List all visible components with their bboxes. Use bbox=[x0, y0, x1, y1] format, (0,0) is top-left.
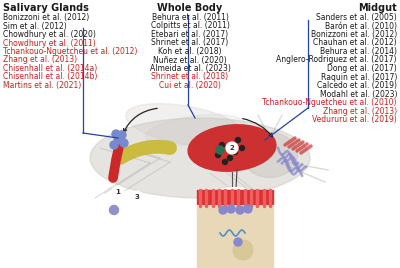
Text: Salivary Glands: Salivary Glands bbox=[3, 3, 89, 13]
Circle shape bbox=[110, 206, 118, 214]
Text: Dong et al. (2017): Dong et al. (2017) bbox=[327, 64, 397, 73]
Circle shape bbox=[232, 150, 238, 154]
Circle shape bbox=[216, 146, 224, 154]
Circle shape bbox=[195, 188, 275, 268]
Text: Nuñez et al. (2020): Nuñez et al. (2020) bbox=[153, 55, 227, 65]
Text: Shrinet et al. (2018): Shrinet et al. (2018) bbox=[152, 73, 228, 81]
Text: Chisenhall et al. (2014b): Chisenhall et al. (2014b) bbox=[3, 73, 97, 81]
Text: Martins et al. (2021): Martins et al. (2021) bbox=[3, 81, 81, 90]
Text: Barón et al. (2010): Barón et al. (2010) bbox=[325, 21, 397, 31]
Text: Colpitts et al. (2011): Colpitts et al. (2011) bbox=[150, 21, 230, 31]
Text: Raquin et al. (2017): Raquin et al. (2017) bbox=[321, 73, 397, 81]
Circle shape bbox=[234, 238, 242, 246]
Text: 3: 3 bbox=[134, 194, 140, 200]
Circle shape bbox=[227, 205, 235, 213]
Text: Sanders et al. (2005): Sanders et al. (2005) bbox=[316, 13, 397, 22]
Text: Behura et al. (2011): Behura et al. (2011) bbox=[152, 13, 228, 22]
Circle shape bbox=[228, 155, 232, 161]
Text: Tchankouo-Nguetcheu et al. (2012): Tchankouo-Nguetcheu et al. (2012) bbox=[3, 47, 137, 56]
Circle shape bbox=[222, 159, 228, 165]
Circle shape bbox=[112, 130, 120, 138]
Circle shape bbox=[233, 240, 253, 260]
Circle shape bbox=[226, 142, 238, 154]
Text: Koh et al. (2018): Koh et al. (2018) bbox=[158, 47, 222, 56]
Text: Chowdhury et al. (2020): Chowdhury et al. (2020) bbox=[3, 30, 96, 39]
Circle shape bbox=[236, 137, 240, 143]
Circle shape bbox=[219, 206, 227, 214]
Ellipse shape bbox=[126, 104, 244, 146]
Text: Bonizzoni et al. (2012): Bonizzoni et al. (2012) bbox=[311, 30, 397, 39]
Text: Bonizzoni et al. (2012): Bonizzoni et al. (2012) bbox=[3, 13, 89, 22]
Ellipse shape bbox=[188, 125, 276, 171]
Circle shape bbox=[240, 146, 244, 151]
Text: Etebari et al. (2017): Etebari et al. (2017) bbox=[152, 30, 228, 39]
Bar bbox=[197, 190, 273, 204]
Text: Almeida et al. (2023): Almeida et al. (2023) bbox=[150, 64, 230, 73]
Text: Zhang et al. (2013): Zhang et al. (2013) bbox=[3, 55, 77, 65]
Text: Chowdhury et al. (2011): Chowdhury et al. (2011) bbox=[3, 39, 96, 47]
Text: Chauhan et al. (2012): Chauhan et al. (2012) bbox=[313, 39, 397, 47]
Circle shape bbox=[236, 206, 244, 214]
Circle shape bbox=[131, 191, 143, 203]
Bar bbox=[197, 206, 273, 268]
Circle shape bbox=[120, 139, 128, 147]
Text: Anglero-Rodriguez et al. (2017): Anglero-Rodriguez et al. (2017) bbox=[276, 55, 397, 65]
Text: 2: 2 bbox=[230, 145, 234, 151]
Text: 1: 1 bbox=[116, 189, 120, 195]
Text: Sim et al. (2012): Sim et al. (2012) bbox=[3, 21, 67, 31]
Text: Midgut: Midgut bbox=[358, 3, 397, 13]
Text: Calcedo et al. (2019): Calcedo et al. (2019) bbox=[317, 81, 397, 90]
Text: Whole Body: Whole Body bbox=[157, 3, 223, 13]
Circle shape bbox=[110, 141, 118, 149]
Text: Modahl et al. (2023): Modahl et al. (2023) bbox=[320, 90, 397, 99]
Text: Tchankouo-Nguetcheu et al. (2010): Tchankouo-Nguetcheu et al. (2010) bbox=[262, 98, 397, 107]
Text: Chisenhall et al. (2014a): Chisenhall et al. (2014a) bbox=[3, 64, 97, 73]
Circle shape bbox=[114, 136, 122, 144]
Ellipse shape bbox=[242, 132, 298, 177]
Circle shape bbox=[216, 152, 220, 158]
Circle shape bbox=[244, 205, 252, 213]
Text: Zhang et al. (2013): Zhang et al. (2013) bbox=[323, 106, 397, 116]
Circle shape bbox=[118, 131, 126, 139]
Text: Cui et al. (2020): Cui et al. (2020) bbox=[159, 81, 221, 90]
Circle shape bbox=[112, 186, 124, 198]
Text: Vedururu et al. (2019): Vedururu et al. (2019) bbox=[312, 115, 397, 124]
Circle shape bbox=[220, 143, 224, 147]
Text: Behura et al. (2014): Behura et al. (2014) bbox=[320, 47, 397, 56]
Ellipse shape bbox=[90, 118, 310, 198]
Text: Shrinet et al. (2017): Shrinet et al. (2017) bbox=[151, 39, 229, 47]
Ellipse shape bbox=[146, 114, 244, 146]
